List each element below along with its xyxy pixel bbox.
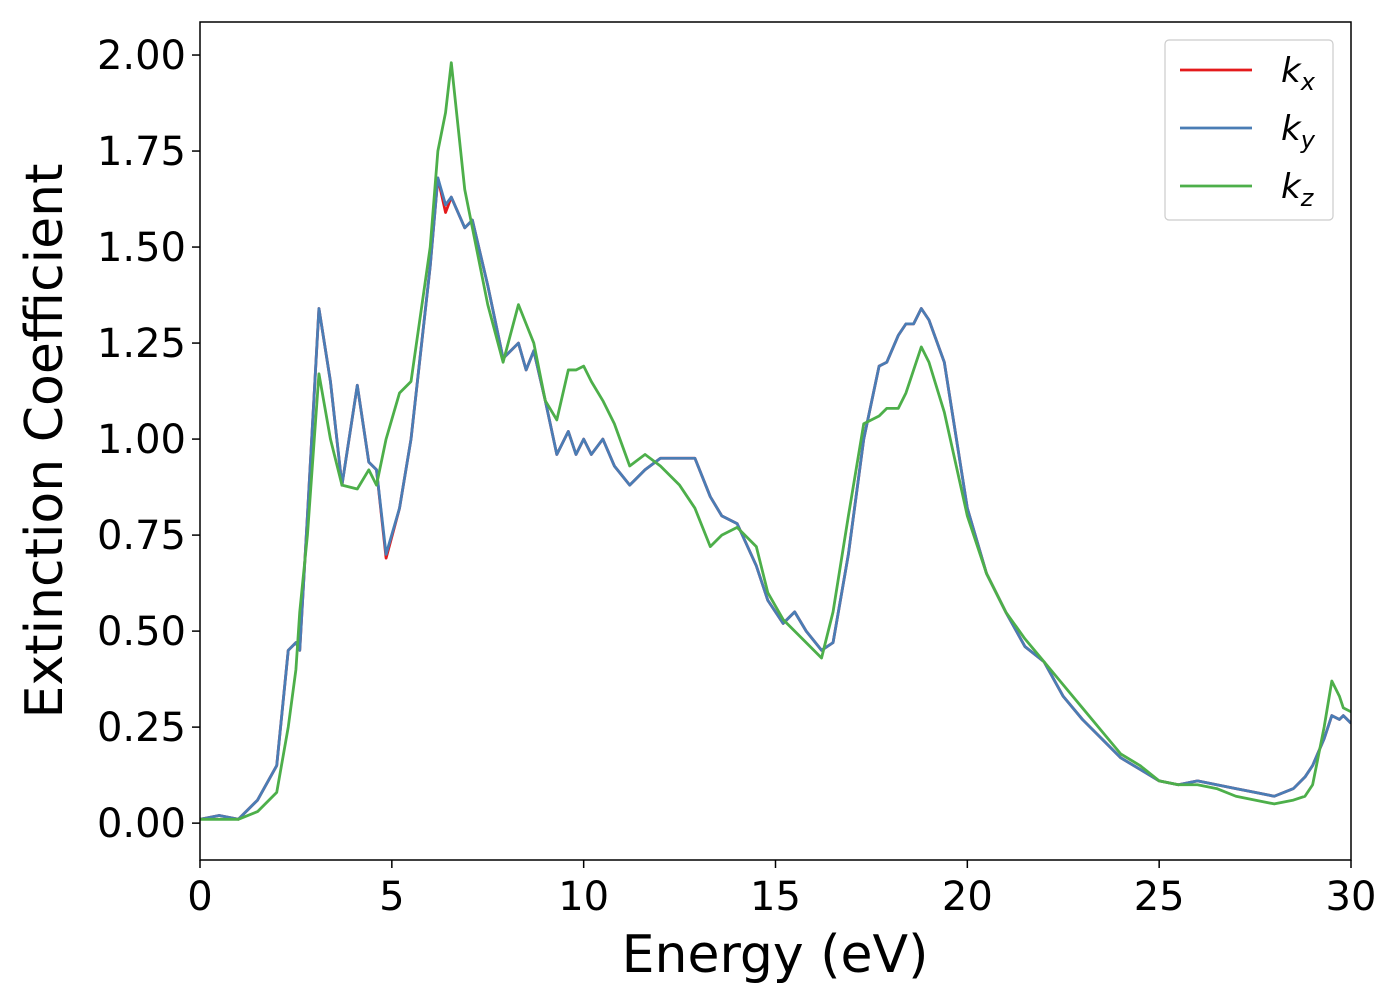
series-line bbox=[200, 61, 1351, 821]
y-tick-label: 0.75 bbox=[97, 513, 186, 559]
x-tick-label: 20 bbox=[942, 874, 993, 920]
x-tick-label: 30 bbox=[1326, 874, 1377, 920]
legend-label: kz bbox=[1281, 167, 1315, 212]
y-tick-label: 1.75 bbox=[97, 129, 186, 175]
x-tick-label: 5 bbox=[379, 874, 404, 920]
y-tick-label: 1.00 bbox=[97, 417, 186, 463]
x-tick-label: 0 bbox=[187, 874, 212, 920]
legend-box bbox=[1164, 39, 1334, 221]
series-line bbox=[200, 176, 1351, 821]
y-tick-label: 0.25 bbox=[97, 705, 186, 751]
plot-frame bbox=[199, 21, 1352, 861]
series-line bbox=[200, 176, 1351, 821]
x-tick-label: 25 bbox=[1134, 874, 1185, 920]
y-tick-label: 0.00 bbox=[97, 801, 186, 847]
x-tick-label: 10 bbox=[558, 874, 609, 920]
y-tick-label: 1.50 bbox=[97, 225, 186, 271]
x-axis-label: Energy (eV) bbox=[622, 925, 929, 985]
x-tick-label: 15 bbox=[750, 874, 801, 920]
legend-label: ky bbox=[1281, 109, 1316, 154]
y-axis-label: Extinction Coefficient bbox=[15, 164, 75, 719]
legend-label: kx bbox=[1281, 51, 1316, 96]
y-tick-label: 0.50 bbox=[97, 609, 186, 655]
y-tick-label: 1.25 bbox=[97, 321, 186, 367]
y-tick-label: 2.00 bbox=[97, 33, 186, 79]
